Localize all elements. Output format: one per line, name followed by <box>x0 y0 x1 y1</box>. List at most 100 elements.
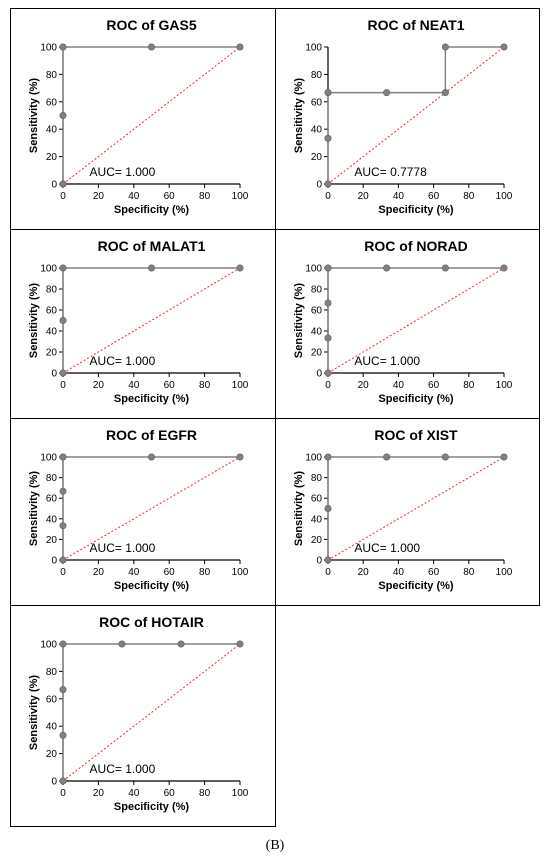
roc-point <box>441 453 449 461</box>
roc-point <box>59 686 67 694</box>
y-tick-label: 20 <box>46 749 58 760</box>
x-tick-label: 0 <box>60 380 66 391</box>
x-axis-label: Specificity (%) <box>114 204 190 216</box>
roc-point <box>383 264 391 272</box>
y-tick-label: 0 <box>51 556 57 567</box>
roc-point <box>118 640 126 648</box>
roc-panel-egfr: ROC of EGFR 0 20 40 60 80 100 0 20 40 60 80 100 Speci… <box>10 418 276 606</box>
x-tick-label: 100 <box>232 567 249 578</box>
auc-label: AUC= 0.7778 <box>354 165 427 179</box>
roc-point <box>59 112 67 120</box>
y-axis-label: Sensitivity (%) <box>293 283 305 359</box>
roc-point <box>500 453 508 461</box>
chart-title: ROC of EGFR <box>106 427 197 443</box>
roc-point <box>383 453 391 461</box>
roc-point <box>148 43 156 51</box>
x-tick-label: 0 <box>325 567 331 578</box>
y-tick-label: 60 <box>46 97 58 108</box>
x-tick-label: 0 <box>325 191 331 202</box>
y-tick-label: 0 <box>51 369 57 380</box>
y-tick-label: 60 <box>46 306 58 317</box>
reference-line <box>327 46 505 185</box>
y-tick-label: 0 <box>51 777 57 788</box>
y-tick-label: 0 <box>316 556 322 567</box>
roc-chart: ROC of EGFR 0 20 40 60 80 100 0 20 40 60 80 100 Speci… <box>28 427 249 592</box>
reference-line <box>327 456 505 561</box>
x-tick-label: 0 <box>60 567 66 578</box>
x-tick-label: 60 <box>428 567 440 578</box>
roc-point <box>441 43 449 51</box>
auc-label: AUC= 1.000 <box>354 541 420 555</box>
y-axis-label: Sensitivity (%) <box>293 78 305 154</box>
roc-point <box>59 731 67 739</box>
roc-panel-norad: ROC of NORAD 0 20 40 60 80 100 0 20 40 60 80 100 Spec… <box>275 229 540 419</box>
y-tick-label: 20 <box>46 348 58 359</box>
roc-chart: ROC of GAS5 0 20 40 60 80 100 0 20 40 60 80 100 Speci… <box>28 17 249 216</box>
x-tick-label: 80 <box>463 567 475 578</box>
x-tick-label: 20 <box>358 380 370 391</box>
roc-panel-gas5: ROC of GAS5 0 20 40 60 80 100 0 20 40 60 80 100 Speci… <box>10 8 276 230</box>
roc-curve-line <box>62 456 240 560</box>
chart-title: ROC of GAS5 <box>106 17 196 33</box>
y-tick-label: 40 <box>311 514 323 525</box>
y-tick-label: 80 <box>46 285 58 296</box>
y-tick-label: 80 <box>46 70 58 81</box>
x-tick-label: 0 <box>325 380 331 391</box>
roc-chart: ROC of HOTAIR 0 20 40 60 80 100 0 20 40 60 80 100 Spe… <box>28 614 249 813</box>
y-tick-label: 60 <box>311 306 323 317</box>
y-tick-label: 100 <box>40 43 57 54</box>
x-tick-label: 80 <box>199 788 211 799</box>
reference-line <box>62 643 241 782</box>
y-axis-label: Sensitivity (%) <box>28 471 40 547</box>
roc-point <box>324 264 332 272</box>
y-tick-label: 100 <box>305 453 322 464</box>
y-tick-label: 100 <box>305 264 322 275</box>
x-tick-label: 100 <box>496 191 513 202</box>
roc-point <box>59 369 67 377</box>
roc-chart: ROC of MALAT1 0 20 40 60 80 100 0 20 40 60 80 100 Spe… <box>28 238 249 405</box>
roc-point <box>59 640 67 648</box>
reference-line <box>62 46 241 185</box>
x-tick-label: 60 <box>164 567 176 578</box>
x-axis-label: Specificity (%) <box>114 801 190 813</box>
auc-label: AUC= 1.000 <box>90 165 156 179</box>
x-axis-label: Specificity (%) <box>114 393 190 405</box>
x-tick-label: 40 <box>128 191 140 202</box>
roc-point <box>59 180 67 188</box>
x-tick-label: 40 <box>128 567 140 578</box>
y-tick-label: 60 <box>46 494 58 505</box>
roc-point <box>441 89 449 97</box>
roc-point <box>500 43 508 51</box>
chart-title: ROC of HOTAIR <box>99 614 204 630</box>
x-tick-label: 80 <box>199 567 211 578</box>
roc-point <box>500 264 508 272</box>
x-tick-label: 40 <box>393 567 405 578</box>
roc-point <box>59 43 67 51</box>
roc-point <box>324 299 332 307</box>
x-axis-label: Specificity (%) <box>114 580 190 592</box>
y-tick-label: 40 <box>46 327 58 338</box>
chart-title: ROC of XIST <box>374 427 458 443</box>
x-axis-label: Specificity (%) <box>378 393 454 405</box>
y-tick-label: 80 <box>311 70 323 81</box>
roc-point <box>441 264 449 272</box>
y-tick-label: 100 <box>40 453 57 464</box>
y-tick-label: 40 <box>46 722 58 733</box>
x-tick-label: 100 <box>232 380 249 391</box>
x-tick-label: 20 <box>93 191 105 202</box>
x-tick-label: 80 <box>463 191 475 202</box>
roc-point <box>324 180 332 188</box>
x-tick-label: 20 <box>93 567 105 578</box>
x-tick-label: 80 <box>199 191 211 202</box>
roc-point <box>324 334 332 342</box>
y-tick-label: 60 <box>46 694 58 705</box>
x-tick-label: 60 <box>164 380 176 391</box>
figure-caption: (B) <box>265 838 285 853</box>
roc-panel-xist: ROC of XIST 0 20 40 60 80 100 0 20 40 60 80 100 Speci… <box>275 418 540 606</box>
roc-point <box>59 522 67 530</box>
roc-chart: ROC of XIST 0 20 40 60 80 100 0 20 40 60 80 100 Speci… <box>293 427 513 592</box>
chart-title: ROC of NORAD <box>364 238 467 254</box>
x-tick-label: 20 <box>358 191 370 202</box>
roc-point <box>59 453 67 461</box>
roc-point <box>59 556 67 564</box>
